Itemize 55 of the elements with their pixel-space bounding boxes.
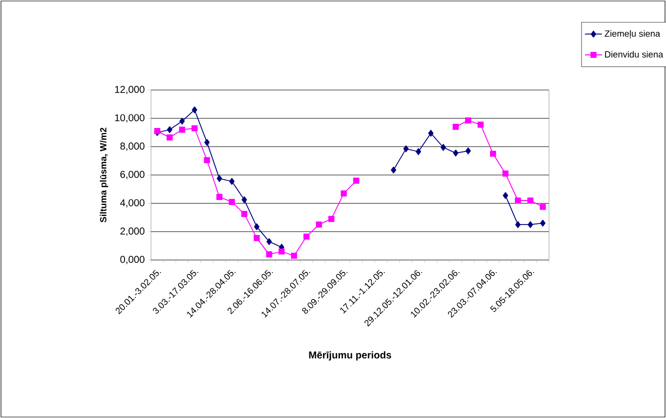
y-tick-label: 4,000 [120,199,144,208]
point [179,118,185,125]
point [465,147,471,154]
legend-label: Dienvidu siena [605,50,664,58]
y-tick-label: 2,000 [120,228,144,236]
point [291,252,298,259]
legend-label: Ziemeļu siena [604,30,660,39]
point [502,192,508,199]
point [229,178,235,185]
point [266,238,272,246]
y-tick-label: 10,000 [115,114,144,122]
point [179,126,186,133]
point [254,223,260,230]
point [166,126,172,134]
point [440,144,446,151]
point [478,122,484,128]
point [204,157,210,164]
point [540,220,546,227]
point [278,248,285,255]
point [266,251,272,258]
point [390,166,396,174]
point [192,106,198,114]
point [241,210,248,217]
point [216,194,222,200]
point [303,234,310,240]
point [228,198,235,205]
point [242,196,247,204]
point [453,150,458,156]
point [465,117,472,124]
point [254,235,260,242]
point [416,148,422,156]
y-axis-title: Siltuma plūsma, W/m2 [100,128,108,222]
point [452,124,459,130]
point [353,178,360,184]
point [192,125,198,132]
y-tick-label: 6,000 [120,170,144,180]
point [514,197,521,204]
point [340,190,347,196]
point [528,221,534,228]
point [428,130,434,137]
y-tick-label: 12,000 [115,86,144,94]
point [204,138,210,146]
point [540,204,546,210]
point [502,170,509,177]
point [490,150,496,157]
y-tick-label: 8,000 [120,142,144,151]
point [515,221,521,228]
point [527,197,534,204]
point [216,175,222,182]
point [166,134,173,140]
point [403,145,409,152]
point [316,222,322,228]
point [328,216,334,222]
y-tick-label: 0,000 [120,256,144,264]
x-axis-title: Mērījumu periods [309,351,392,360]
